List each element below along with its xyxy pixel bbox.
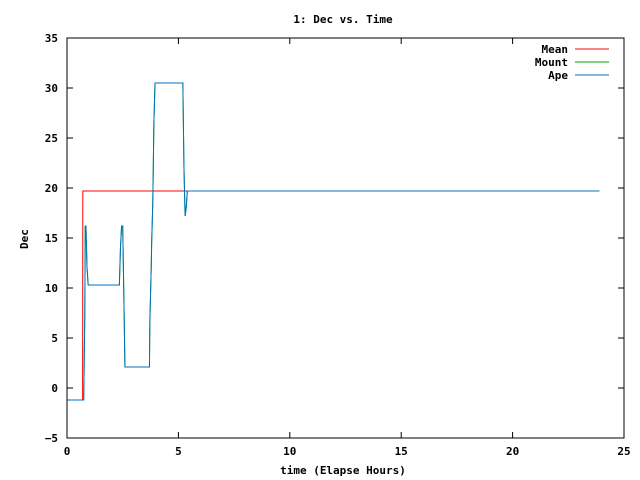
x-tick-label: 20 xyxy=(506,445,519,458)
x-tick-label: 10 xyxy=(283,445,296,458)
legend-label-ape: Ape xyxy=(548,69,568,82)
chart-title: 1: Dec vs. Time xyxy=(293,13,393,26)
y-tick-label: 25 xyxy=(45,132,58,145)
x-tick-label: 15 xyxy=(395,445,408,458)
y-axis-label: Dec xyxy=(18,229,31,249)
y-tick-label: 0 xyxy=(51,382,58,395)
x-tick-label: 25 xyxy=(617,445,630,458)
x-tick-label: 0 xyxy=(64,445,71,458)
series-line-mount xyxy=(67,82,388,401)
series-layer xyxy=(67,82,600,401)
y-tick-label: 30 xyxy=(45,82,58,95)
y-tick-label: −5 xyxy=(45,432,58,445)
y-tick-label: 10 xyxy=(45,282,58,295)
series-line-ape xyxy=(67,82,600,401)
x-tick-label: 5 xyxy=(175,445,182,458)
y-tick-label: 20 xyxy=(45,182,58,195)
y-tick-label: 35 xyxy=(45,32,58,45)
series-line-mean xyxy=(67,190,388,401)
y-tick-label: 5 xyxy=(51,332,58,345)
x-axis-label: time (Elapse Hours) xyxy=(280,464,406,477)
plot-frame xyxy=(66,37,625,439)
axis-ticks: 0 5 10 15 20 25 −5 0 5 10 15 20 25 30 35 xyxy=(45,32,631,458)
y-tick-label: 15 xyxy=(45,232,58,245)
legend-label-mount: Mount xyxy=(535,56,568,69)
legend-label-mean: Mean xyxy=(542,43,569,56)
